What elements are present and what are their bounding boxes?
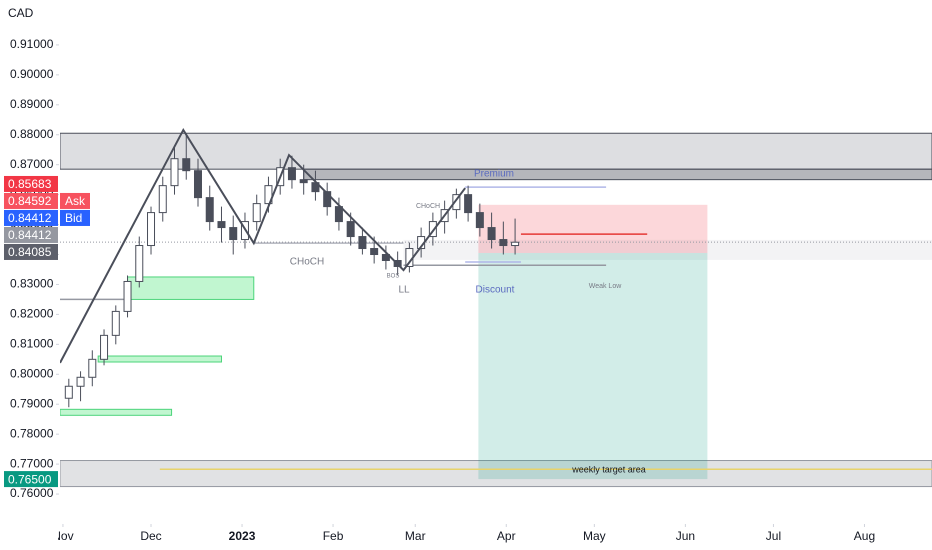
y-tick-label: 0.87000 — [10, 157, 54, 171]
y-tick-label: 0.79000 — [10, 396, 54, 410]
y-axis: 0.910000.900000.890000.880000.870000.860… — [4, 37, 90, 500]
annotation: CHoCH — [416, 203, 440, 210]
candle-body — [287, 167, 296, 181]
candle-body — [64, 385, 73, 399]
candle-body — [88, 358, 97, 378]
y-tick-label: 0.77000 — [10, 456, 54, 470]
y-tick-label: 0.83000 — [10, 277, 54, 291]
x-tick-label: May — [583, 529, 606, 543]
price-tag — [4, 192, 58, 209]
candle-body — [158, 185, 167, 214]
zigzag-line — [60, 127, 466, 364]
annotation: CHoCH — [290, 257, 324, 268]
annotation: weekly target area — [571, 464, 646, 474]
y-tick-label: 0.82000 — [10, 307, 54, 321]
candle-body — [323, 191, 332, 208]
y-tick-label: 0.78000 — [10, 426, 54, 440]
plot-area: CHoCH LL Premium Discount weekly target area… — [60, 127, 932, 488]
candle-body — [123, 280, 132, 312]
side-tag — [60, 209, 90, 226]
x-tick-label: Jun — [676, 529, 695, 543]
y-tick-label: 0.89000 — [10, 97, 54, 111]
candle-body — [182, 158, 191, 172]
candle-body — [217, 221, 226, 229]
price-tag — [4, 471, 58, 488]
y-tick-label: 0.81000 — [10, 337, 54, 351]
zone — [303, 168, 932, 181]
side-tag — [60, 192, 90, 209]
candle-body — [147, 212, 156, 247]
x-tick-label: Feb — [323, 529, 344, 543]
side-tag-label: Ask — [65, 194, 86, 208]
candle-body — [193, 170, 202, 199]
candle-body — [452, 194, 461, 211]
candle-body — [464, 194, 473, 214]
price-tag-label: 0.84085 — [8, 245, 52, 259]
candle-body — [252, 203, 261, 223]
zone — [127, 276, 255, 300]
candle-body — [229, 227, 238, 241]
x-tick-label: Dec — [140, 529, 161, 543]
price-tag — [4, 243, 58, 260]
candle-body — [170, 158, 179, 187]
candle-body — [299, 179, 308, 184]
x-tick-label: 2023 — [229, 529, 256, 543]
y-tick-label: 0.90000 — [10, 67, 54, 81]
candle-body — [111, 310, 120, 336]
price-tag-label: 0.84592 — [8, 194, 52, 208]
zone — [97, 355, 222, 363]
candle-body — [346, 221, 355, 238]
candle-body — [76, 376, 85, 387]
candle-body — [135, 245, 144, 282]
price-tag — [4, 226, 58, 243]
currency-label: CAD — [8, 6, 34, 20]
zone — [60, 132, 932, 170]
price-tag — [4, 175, 58, 192]
x-tick-label: Apr — [497, 529, 516, 543]
x-tick-label: Jul — [766, 529, 781, 543]
candle-body — [487, 227, 496, 241]
annotation: BOS — [387, 274, 400, 280]
candle-body — [511, 241, 520, 247]
candle-body — [264, 185, 273, 205]
annotation: Premium — [474, 169, 514, 180]
candle-body — [100, 334, 109, 360]
zone — [60, 460, 932, 488]
price-tag-label: 0.84412 — [8, 228, 52, 242]
x-tick-label: Aug — [854, 529, 875, 543]
candle-body — [428, 221, 437, 238]
candle-body — [370, 248, 379, 256]
x-axis: Nov Dec 2023 Feb Mar Apr May Jun Jul Aug — [52, 524, 875, 543]
annotation: Discount — [476, 285, 515, 296]
price-tag-label: 0.85683 — [8, 177, 52, 191]
side-tag-label: Bid — [65, 211, 82, 225]
x-tick-label: Nov — [52, 529, 73, 543]
candle-body — [499, 239, 508, 247]
price-tag-label: 0.76500 — [8, 472, 52, 486]
candle-body — [205, 197, 214, 223]
annotation: Weak Low — [589, 283, 622, 290]
y-tick-label: 0.91000 — [10, 37, 54, 51]
y-tick-label: 0.76000 — [10, 486, 54, 500]
candle-body — [358, 236, 367, 250]
zone — [60, 408, 173, 416]
y-tick-label: 0.88000 — [10, 127, 54, 141]
annotation: LL — [398, 285, 410, 296]
x-tick-label: Mar — [405, 529, 426, 543]
zone — [403, 239, 932, 260]
zone — [478, 253, 708, 480]
price-tag-label: 0.84412 — [8, 211, 52, 225]
y-tick-label: 0.80000 — [10, 366, 54, 380]
price-tag — [4, 209, 58, 226]
candle-body — [381, 254, 390, 262]
candle-body — [475, 212, 484, 229]
